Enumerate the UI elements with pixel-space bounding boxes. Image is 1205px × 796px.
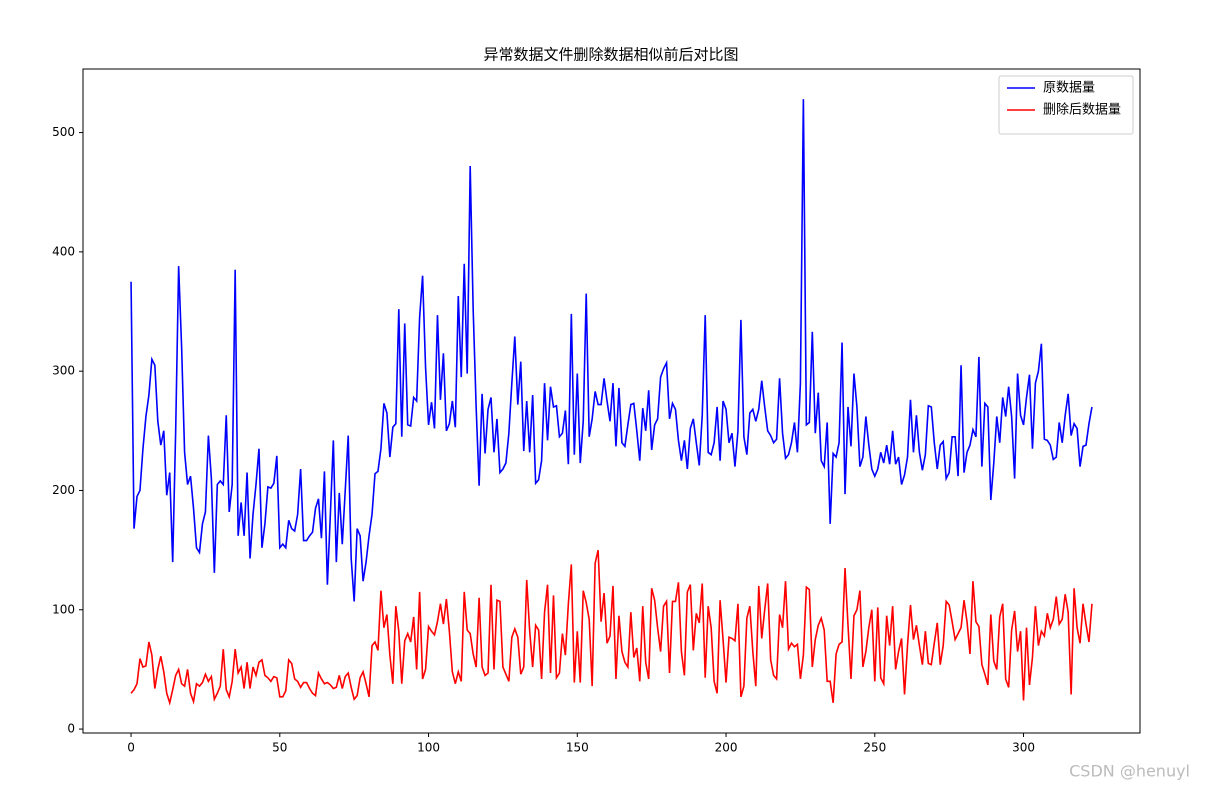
- plot-area: [82, 68, 1141, 734]
- y-tick-label: 500: [52, 125, 75, 139]
- x-tick-label: 100: [417, 741, 440, 755]
- legend-label: 删除后数据量: [1043, 103, 1121, 118]
- x-tick-label: 200: [715, 741, 738, 755]
- x-tick-label: 150: [566, 741, 589, 755]
- x-tick-label: 250: [863, 741, 886, 755]
- x-tick-label: 0: [127, 741, 135, 755]
- x-tick-label: 300: [1012, 741, 1035, 755]
- legend-label: 原数据量: [1043, 81, 1095, 96]
- x-tick-label: 50: [272, 741, 287, 755]
- series-line: [130, 549, 1093, 706]
- y-tick-label: 0: [67, 722, 75, 736]
- y-tick-label: 100: [52, 602, 75, 616]
- chart-title: 异常数据文件删除数据相似前后对比图: [483, 46, 738, 64]
- watermark: CSDN @henuyl: [1069, 762, 1190, 781]
- y-tick-label: 200: [52, 483, 75, 497]
- legend-box: [998, 75, 1134, 135]
- y-tick-label: 300: [52, 364, 75, 378]
- y-tick-label: 400: [52, 244, 75, 258]
- series-line: [130, 99, 1093, 602]
